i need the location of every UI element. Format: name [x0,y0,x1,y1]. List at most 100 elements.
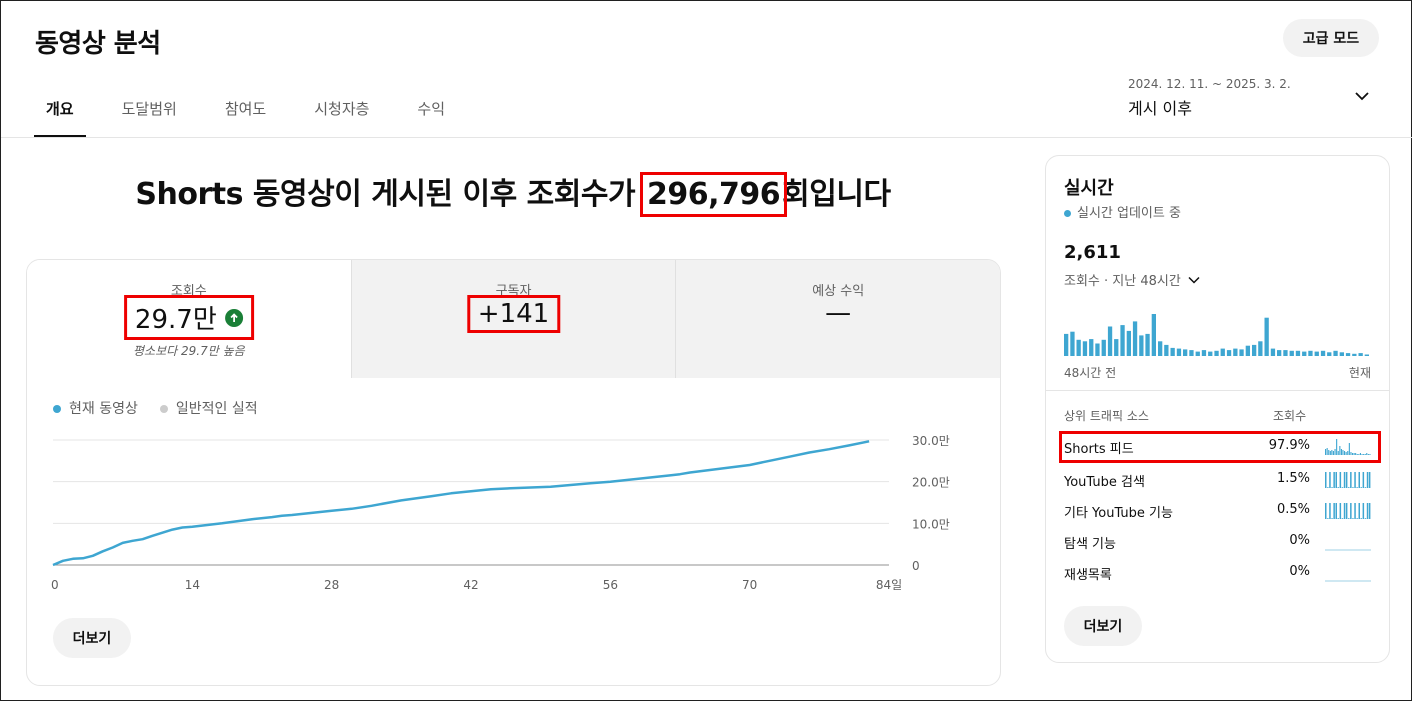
sparkline-bar [1364,487,1367,488]
realtime-bar [1220,348,1225,356]
sparkline-bar [1329,503,1331,519]
sparkline-bar [1352,453,1354,455]
x-tick-label: 84일 [876,578,902,592]
realtime-bar [1189,350,1194,356]
views-headline: Shorts 동영상이 게시된 이후 조회수가 296,796회입니다 [1,169,1025,217]
traffic-row[interactable]: YouTube 검색 1.5% [1062,467,1378,493]
sparkline-bar [1331,487,1333,488]
traffic-source-name: 재생목록 [1064,568,1112,583]
realtime-bar [1076,339,1081,356]
sparkline-bar [1341,487,1344,488]
metric-views[interactable]: 조회수 29.7만 평소보다 29.7만 높음 [27,260,351,378]
realtime-bar [1352,353,1357,356]
realtime-bar [1095,343,1100,356]
tab-bar: 개요 도달범위 참여도 시청자층 수익 [34,89,481,138]
realtime-bar [1208,351,1213,356]
realtime-title: 실시간 [1064,178,1114,199]
sparkline-bar [1348,487,1350,488]
legend-dot [53,405,61,413]
tab-engagement[interactable]: 참여도 [224,100,267,118]
realtime-bar [1233,348,1238,356]
traffic-row[interactable]: 탐색 기능 0% [1062,529,1378,555]
realtime-more-button[interactable]: 더보기 [1064,606,1142,646]
legend-dot [159,405,168,413]
realtime-bar [1314,351,1319,356]
traffic-row[interactable]: 기타 YouTube 기능 0.5% [1062,498,1378,524]
tab-audience[interactable]: 시청자층 [314,100,370,118]
live-dot-icon [1064,210,1071,217]
realtime-bar [1089,339,1094,356]
traffic-sparkline [1325,503,1371,519]
realtime-bar [1183,349,1188,356]
realtime-metric-selector[interactable]: 조회수 · 지난 48시간 [1064,270,1201,289]
realtime-bar [1283,350,1288,356]
sparkline-bar [1333,472,1335,488]
realtime-bar [1302,351,1307,356]
sparkline-bar [1339,503,1342,519]
tab-reach[interactable]: 도달범위 [121,100,177,118]
metric-value: +141 [466,295,561,333]
sparkline-bar [1345,472,1348,488]
x-tick-label: 28 [324,578,339,592]
realtime-bar [1151,314,1156,356]
date-range[interactable]: 2024. 12. 11. ~ 2025. 3. 2. [1128,77,1291,91]
realtime-bar [1070,331,1075,356]
traffic-row[interactable]: 재생목록 0% [1062,560,1378,586]
date-range-label[interactable]: 게시 이후 [1128,99,1192,118]
x-tick-label: 56 [603,578,618,592]
metric-estimated-revenue[interactable]: 예상 수익 — [675,260,1000,378]
traffic-sparkline [1325,580,1371,582]
realtime-bar [1364,354,1369,356]
realtime-bar [1132,321,1138,356]
realtime-bar [1277,350,1282,356]
sparkline-bar [1325,503,1327,519]
sparkline-bar [1362,472,1365,488]
sparkline-bar [1368,503,1371,519]
realtime-bar [1145,333,1150,356]
advanced-mode-button[interactable]: 고급 모드 [1283,19,1379,57]
y-tick-label: 0 [912,559,920,573]
sparkline-bar [1333,503,1335,519]
realtime-bar-chart[interactable] [1046,156,1389,366]
x-tick-label: 42 [463,578,478,592]
sparkline-bar [1354,472,1356,488]
sparkline-bar [1348,443,1350,455]
legend-label: 일반적인 실적 [175,401,258,417]
sparkline-bar [1354,503,1356,519]
sparkline-bar [1347,451,1349,455]
legend-item[interactable]: 일반적인 실적 [159,398,258,418]
traffic-sparkline [1325,439,1371,455]
sparkline-bar [1331,450,1333,455]
realtime-bar [1120,325,1125,356]
legend-item[interactable]: 현재 동영상 [53,398,138,418]
views-line-chart[interactable]: 0 10.0만 20.0만 30.0만 0 14 28 42 56 70 84일 [27,260,1000,685]
chevron-down-icon[interactable] [1353,87,1371,105]
x-tick-label: 70 [742,578,757,592]
realtime-axis-start: 48시간 전 [1064,366,1117,380]
more-button[interactable]: 더보기 [53,618,131,658]
realtime-bar [1064,333,1069,356]
realtime-bar [1139,335,1144,356]
sparkline-bar [1327,518,1329,519]
sparkline-bar [1360,487,1362,488]
tab-overview[interactable]: 개요 [34,89,86,138]
sparkline-bar [1353,453,1355,455]
realtime-status: 실시간 업데이트 중 [1064,202,1181,221]
sparkline-bar [1350,503,1352,519]
sparkline-bar [1326,448,1328,455]
realtime-bar [1289,350,1294,356]
metric-subscribers[interactable]: 구독자 +141 [350,260,676,378]
x-tick-label: 14 [185,578,200,592]
realtime-bar [1107,326,1113,356]
traffic-row[interactable]: Shorts 피드 97.9% [1059,431,1381,463]
metric-comparison: 평소보다 29.7만 높음 [133,344,245,358]
tab-revenue[interactable]: 수익 [417,100,446,118]
traffic-source-value: 0% [1289,564,1310,579]
realtime-bar [1239,349,1244,356]
realtime-bar [1176,348,1182,356]
sparkline-bar [1356,454,1358,455]
traffic-source-name: 탐색 기능 [1064,537,1116,552]
sparkline-bar [1336,439,1338,455]
sparkline-bar [1345,452,1347,455]
sparkline-bar [1342,450,1344,455]
